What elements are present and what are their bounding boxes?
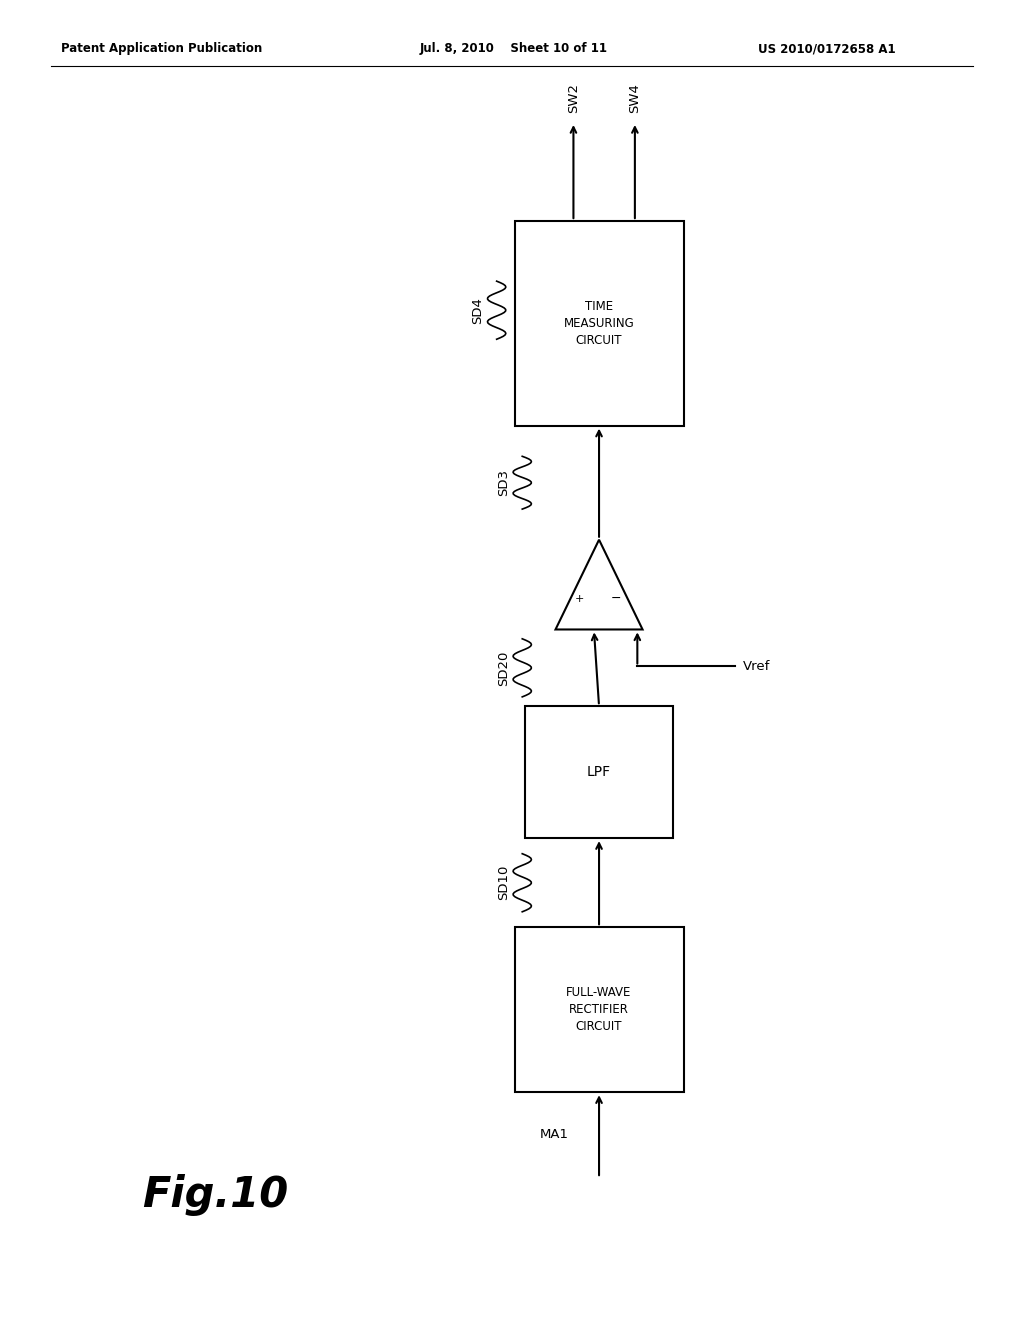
Text: SD20: SD20 — [497, 651, 510, 685]
Text: +: + — [574, 594, 584, 603]
Bar — [524, 706, 674, 838]
Text: Jul. 8, 2010    Sheet 10 of 11: Jul. 8, 2010 Sheet 10 of 11 — [420, 42, 608, 55]
Text: SD3: SD3 — [497, 469, 510, 496]
Text: −: − — [610, 593, 621, 605]
Bar — [514, 927, 684, 1093]
Text: SD4: SD4 — [471, 297, 484, 323]
Text: Vref: Vref — [742, 660, 770, 673]
Text: MA1: MA1 — [540, 1129, 568, 1140]
Text: SW2: SW2 — [567, 83, 580, 114]
Text: Patent Application Publication: Patent Application Publication — [61, 42, 263, 55]
Text: LPF: LPF — [587, 766, 611, 779]
Polygon shape — [555, 540, 643, 630]
Text: US 2010/0172658 A1: US 2010/0172658 A1 — [758, 42, 895, 55]
Bar — [514, 220, 684, 425]
Text: FULL-WAVE
RECTIFIER
CIRCUIT: FULL-WAVE RECTIFIER CIRCUIT — [566, 986, 632, 1034]
Text: SD10: SD10 — [497, 865, 510, 900]
Text: TIME
MEASURING
CIRCUIT: TIME MEASURING CIRCUIT — [563, 300, 635, 347]
Text: Fig.10: Fig.10 — [142, 1173, 288, 1216]
Text: SW4: SW4 — [629, 83, 641, 114]
